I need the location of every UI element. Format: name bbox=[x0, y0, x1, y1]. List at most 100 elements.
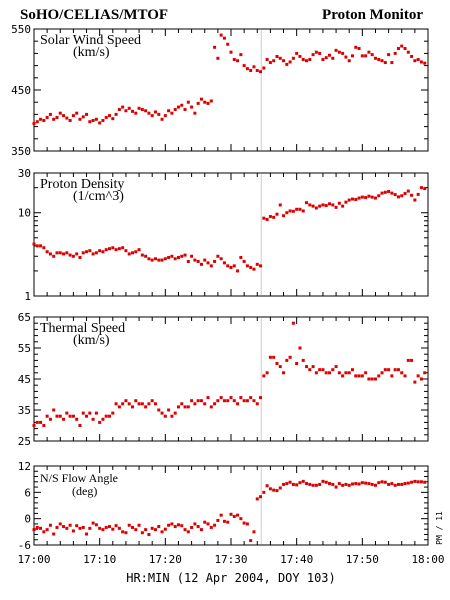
data-point bbox=[193, 402, 197, 406]
data-point bbox=[183, 528, 187, 532]
data-point bbox=[209, 99, 213, 103]
data-point bbox=[298, 207, 302, 211]
data-point bbox=[249, 265, 253, 269]
data-point bbox=[406, 481, 410, 485]
panel-unit: (km/s) bbox=[73, 333, 110, 348]
data-point bbox=[364, 54, 368, 58]
data-point bbox=[282, 214, 286, 218]
data-point bbox=[387, 189, 391, 193]
data-point bbox=[370, 377, 374, 381]
data-point bbox=[42, 530, 46, 534]
data-point bbox=[357, 196, 361, 200]
data-point bbox=[341, 204, 345, 208]
data-point bbox=[147, 257, 151, 261]
data-point bbox=[377, 481, 381, 485]
data-point bbox=[45, 414, 49, 418]
data-point bbox=[78, 526, 82, 530]
data-point bbox=[108, 525, 112, 529]
data-point bbox=[390, 482, 394, 486]
data-point bbox=[393, 193, 397, 197]
data-point bbox=[383, 61, 387, 65]
data-point bbox=[186, 259, 190, 263]
data-point bbox=[98, 526, 102, 530]
data-point bbox=[190, 105, 194, 109]
panel-title: Proton Density bbox=[40, 177, 124, 192]
y-tick-label: 25 bbox=[18, 435, 31, 448]
data-point bbox=[354, 374, 358, 378]
data-point bbox=[262, 490, 266, 494]
data-point bbox=[380, 191, 384, 195]
data-point bbox=[288, 480, 292, 484]
data-point bbox=[232, 514, 236, 518]
data-point bbox=[114, 524, 118, 528]
data-point bbox=[416, 192, 420, 196]
data-point bbox=[291, 209, 295, 213]
data-point bbox=[58, 522, 62, 526]
data-point bbox=[239, 517, 243, 521]
data-point bbox=[39, 117, 43, 121]
data-point bbox=[334, 485, 338, 489]
data-point bbox=[213, 402, 217, 406]
data-point bbox=[308, 203, 312, 207]
data-point bbox=[85, 112, 89, 116]
data-point bbox=[48, 523, 52, 527]
data-point bbox=[262, 216, 266, 220]
data-point bbox=[318, 204, 322, 208]
data-point bbox=[377, 58, 381, 61]
data-point bbox=[259, 396, 263, 400]
y-tick-label: 6 bbox=[24, 486, 31, 499]
x-tick-label: 17:10 bbox=[83, 553, 116, 566]
data-point bbox=[423, 187, 427, 191]
data-point bbox=[268, 355, 272, 359]
data-point bbox=[173, 108, 177, 112]
data-point bbox=[111, 411, 115, 415]
data-point bbox=[285, 358, 289, 362]
data-point bbox=[58, 414, 62, 418]
data-point bbox=[94, 523, 98, 527]
data-point bbox=[199, 97, 203, 101]
data-point bbox=[39, 526, 43, 530]
data-point bbox=[229, 50, 233, 54]
data-point bbox=[160, 117, 164, 121]
data-point bbox=[42, 119, 46, 122]
data-point bbox=[42, 246, 46, 250]
data-point bbox=[180, 524, 184, 528]
data-point bbox=[117, 108, 121, 112]
data-point bbox=[390, 191, 394, 195]
data-point bbox=[35, 244, 39, 248]
data-point bbox=[255, 262, 259, 266]
data-point bbox=[305, 201, 309, 205]
data-point bbox=[291, 56, 295, 60]
data-point bbox=[413, 479, 417, 483]
data-point bbox=[131, 109, 134, 113]
data-point bbox=[350, 197, 354, 201]
data-point bbox=[236, 269, 240, 273]
data-point bbox=[288, 60, 292, 64]
data-point bbox=[127, 106, 131, 110]
panel-title: Solar Wind Speed bbox=[40, 33, 141, 48]
data-point bbox=[354, 45, 358, 49]
data-point bbox=[311, 365, 315, 369]
data-point bbox=[32, 528, 36, 532]
data-point bbox=[406, 50, 410, 54]
data-point bbox=[219, 396, 223, 400]
data-point bbox=[344, 482, 348, 486]
data-point bbox=[140, 253, 144, 257]
data-point bbox=[45, 528, 49, 532]
data-point bbox=[111, 246, 115, 250]
data-point bbox=[134, 528, 138, 532]
data-point bbox=[144, 528, 148, 532]
data-point bbox=[239, 255, 243, 259]
data-point bbox=[163, 414, 167, 418]
data-point bbox=[252, 65, 256, 69]
panel-3: 25 35 45 55 65 Thermal Speed(km/s) bbox=[18, 311, 429, 448]
data-point bbox=[341, 483, 345, 487]
data-point bbox=[209, 405, 213, 409]
data-point bbox=[295, 51, 299, 55]
data-point bbox=[383, 480, 387, 484]
data-point bbox=[400, 44, 404, 48]
data-point bbox=[199, 399, 203, 403]
data-point bbox=[62, 417, 66, 421]
data-point bbox=[377, 194, 381, 198]
data-point bbox=[265, 58, 269, 61]
